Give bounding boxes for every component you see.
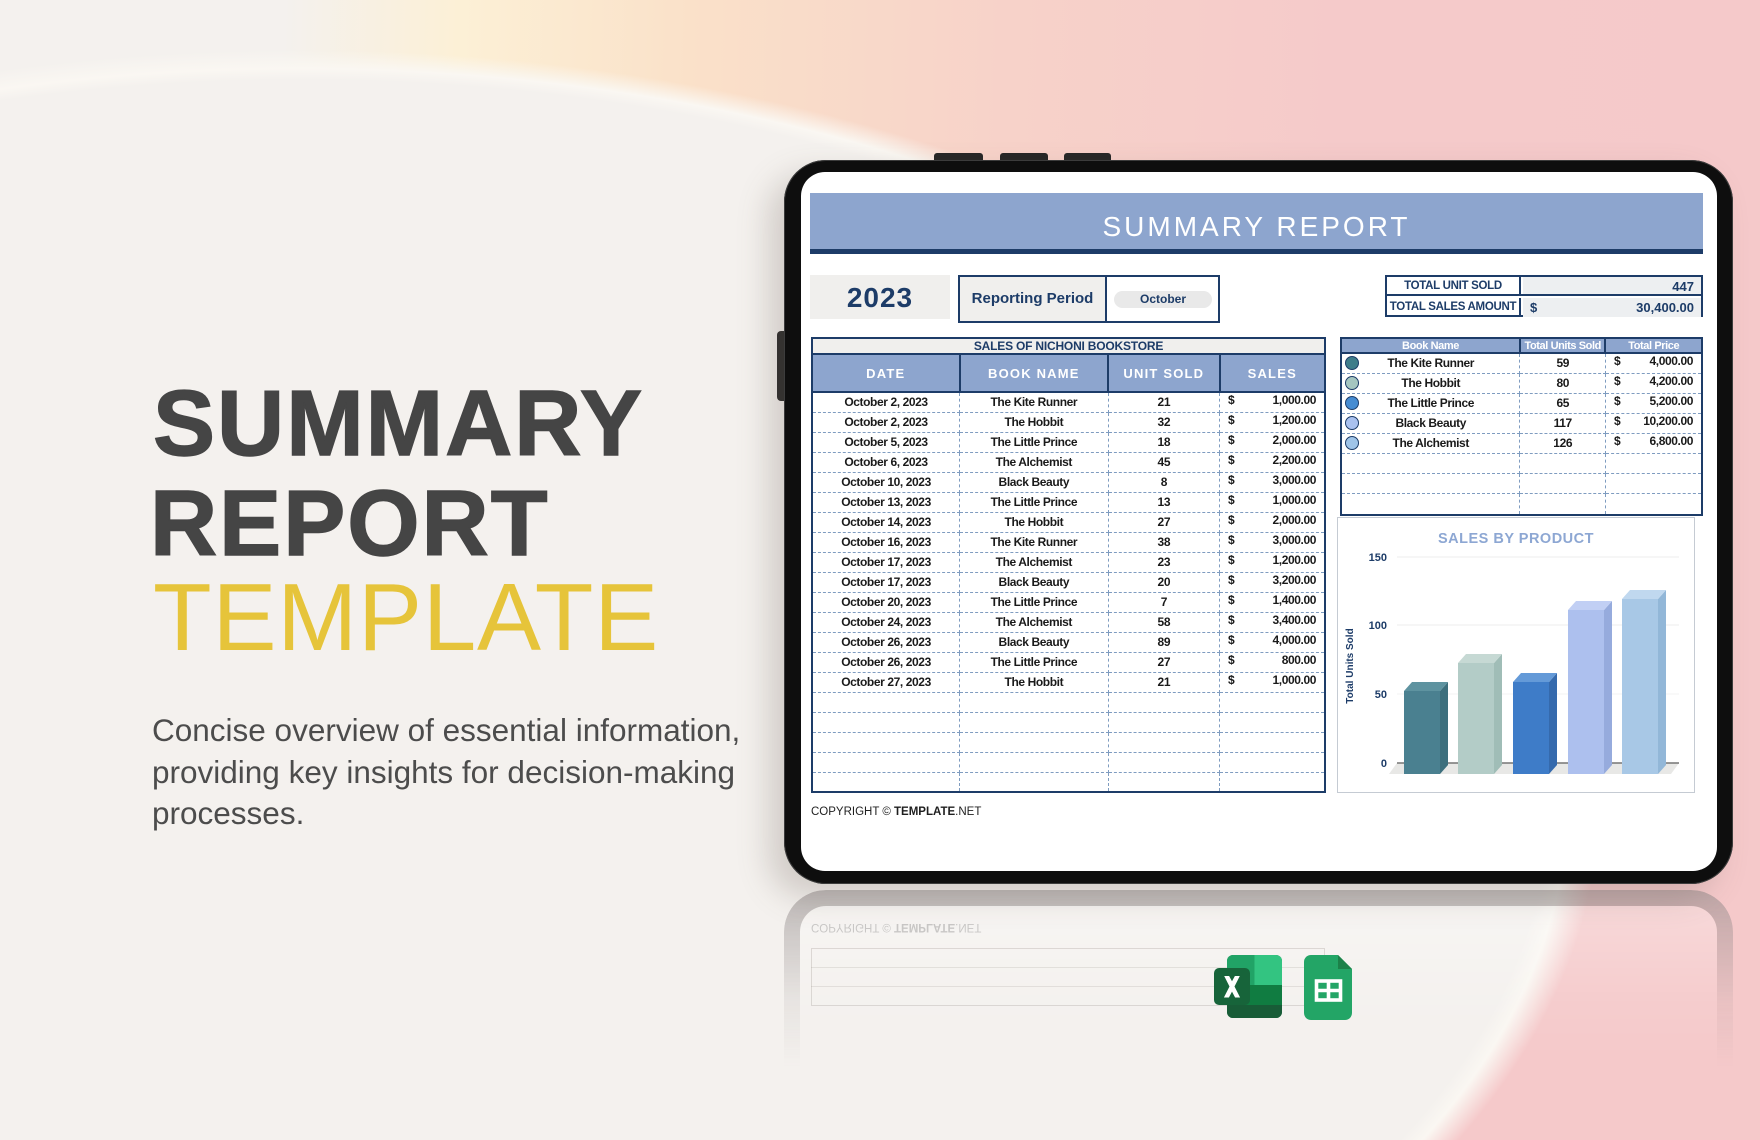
svg-text:50: 50	[1375, 689, 1387, 701]
svg-text:100: 100	[1369, 620, 1387, 632]
svg-text:0: 0	[1381, 758, 1387, 770]
svg-text:Total Units Sold: Total Units Sold	[1345, 628, 1356, 703]
svg-text:150: 150	[1369, 552, 1387, 564]
